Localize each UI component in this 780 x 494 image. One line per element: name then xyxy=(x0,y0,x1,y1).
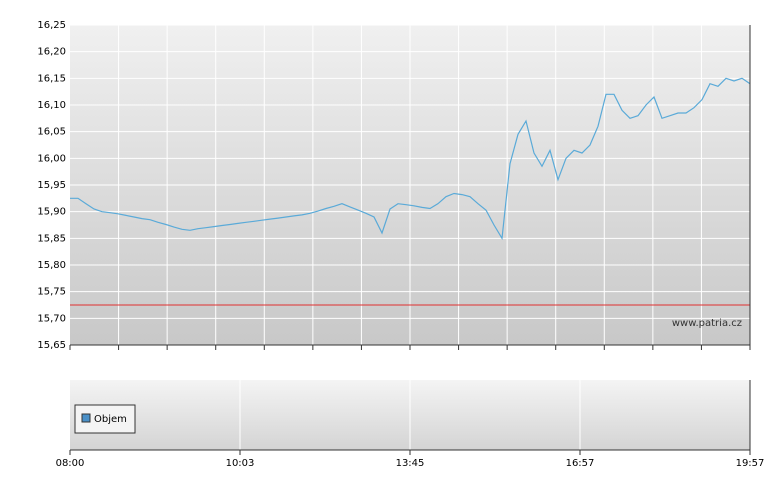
y-tick-label: 16,10 xyxy=(37,100,66,111)
y-tick-label: 15,65 xyxy=(37,340,66,351)
x-tick-label: 10:03 xyxy=(226,458,255,469)
y-tick-label: 15,80 xyxy=(37,260,66,271)
y-tick-label: 15,85 xyxy=(37,233,66,244)
price-line xyxy=(70,77,751,241)
legend-swatch xyxy=(81,413,91,423)
legend-label: Objem xyxy=(94,414,127,425)
y-tick-label: 15,95 xyxy=(37,180,66,191)
y-tick-label: 16,00 xyxy=(37,153,66,164)
y-tick-label: 16,15 xyxy=(37,73,66,84)
y-tick-label: 16,05 xyxy=(37,127,66,138)
x-tick-label: 19:57 xyxy=(736,458,765,469)
y-tick-label: 15,75 xyxy=(37,287,66,298)
x-tick-label: 16:57 xyxy=(566,458,595,469)
x-tick-label: 13:45 xyxy=(396,458,425,469)
watermark: www.patria.cz xyxy=(672,318,742,329)
y-tick-label: 16,25 xyxy=(37,20,66,31)
y-tick-label: 15,90 xyxy=(37,207,66,218)
x-tick-label: 08:00 xyxy=(56,458,85,469)
y-tick-label: 15,70 xyxy=(37,313,66,324)
y-tick-label: 16,20 xyxy=(37,47,66,58)
